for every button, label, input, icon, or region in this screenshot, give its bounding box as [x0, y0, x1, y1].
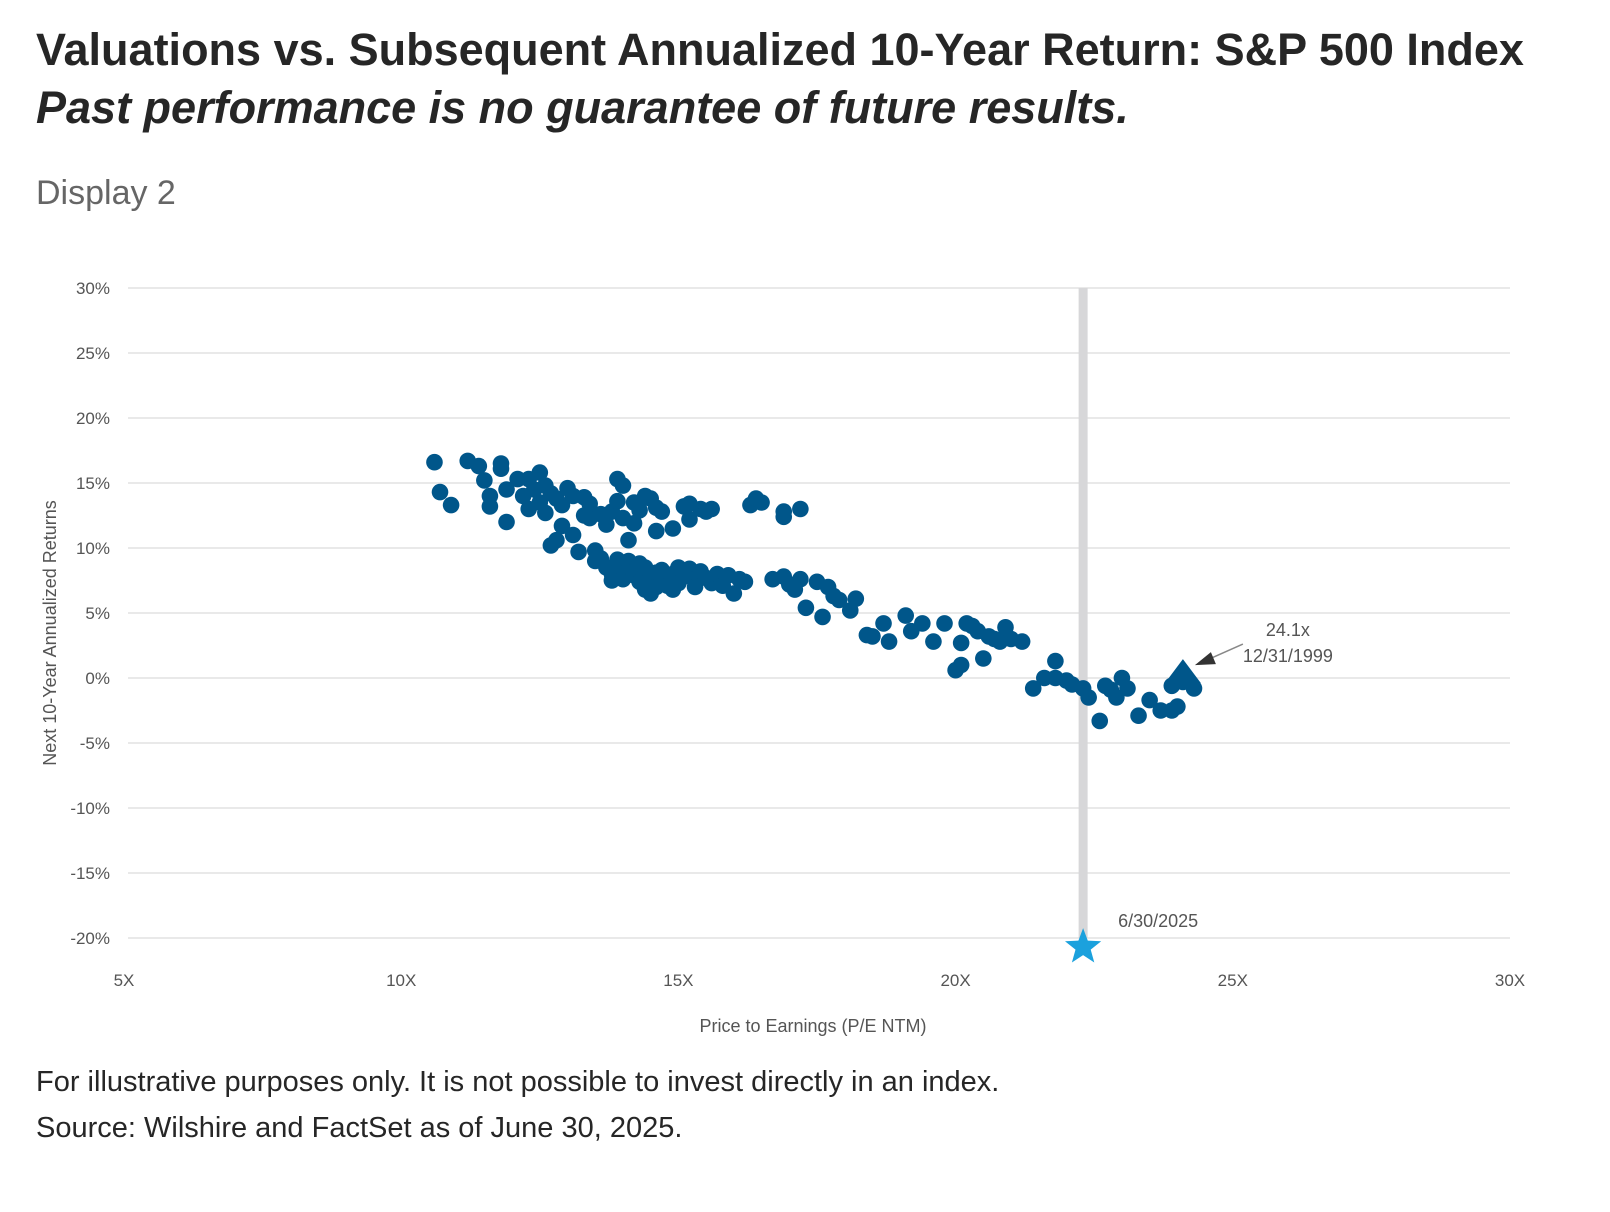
y-tick-label: 0%	[85, 669, 110, 688]
data-point	[1141, 691, 1158, 709]
annotations: 24.1x 12/31/1999 6/30/2025	[1118, 620, 1333, 931]
data-point	[925, 633, 942, 650]
data-point	[1108, 689, 1125, 706]
y-tick-label: 20%	[76, 409, 110, 428]
data-point	[686, 578, 704, 596]
y-tick-label: -5%	[80, 734, 110, 753]
data-point	[531, 464, 549, 481]
annotation-pe-value: 24.1x	[1266, 620, 1310, 640]
data-point	[952, 656, 970, 674]
footnote-source: Source: Wilshire and FactSet as of June …	[36, 1112, 683, 1144]
data-point	[1169, 698, 1186, 715]
data-point	[426, 453, 443, 471]
data-point	[442, 496, 460, 514]
triangle-marker-1999	[1164, 659, 1201, 684]
x-tick-label: 15X	[663, 971, 693, 990]
data-point	[492, 460, 510, 477]
data-point	[1091, 712, 1109, 730]
data-point	[1119, 680, 1136, 697]
data-point	[952, 634, 970, 652]
data-point	[1080, 689, 1097, 706]
data-point	[880, 633, 898, 650]
data-point	[725, 585, 743, 602]
data-point	[664, 520, 682, 537]
data-point	[797, 599, 815, 617]
data-points	[426, 452, 1203, 963]
star-marker-2025	[1065, 928, 1102, 963]
x-axis-ticks: 5X 10X 15X 20X 25X 30X	[114, 971, 1526, 990]
data-point	[498, 513, 515, 531]
data-point	[647, 522, 665, 540]
y-tick-label: 5%	[85, 604, 110, 623]
y-axis-ticks: 30% 25% 20% 15% 10% 5% 0% -5% -10% -15% -20%	[70, 279, 110, 948]
y-tick-label: -10%	[70, 799, 110, 818]
data-point	[814, 608, 831, 626]
data-point	[897, 607, 915, 624]
scatter-chart: 30% 25% 20% 15% 10% 5% 0% -5% -10% -15% -20% 5X 10X…	[40, 279, 1526, 1036]
data-point	[875, 615, 892, 632]
data-point	[703, 500, 720, 518]
data-point	[564, 526, 582, 544]
y-tick-label: 25%	[76, 344, 110, 363]
chart-title: Valuations vs. Subsequent Annualized 10-…	[36, 24, 1524, 75]
y-tick-label: -15%	[70, 864, 110, 883]
data-point	[470, 457, 488, 475]
data-point	[736, 573, 754, 591]
data-point	[631, 502, 648, 519]
chart-disclaimer: Past performance is no guarantee of futu…	[36, 82, 1129, 133]
data-point	[975, 650, 992, 667]
data-point	[609, 492, 626, 510]
data-point	[614, 477, 632, 494]
data-point	[476, 472, 493, 489]
footnote-note: For illustrative purposes only. It is no…	[36, 1066, 1000, 1098]
data-point	[847, 590, 865, 607]
data-point	[1047, 652, 1064, 670]
data-point	[553, 496, 571, 514]
data-point	[1130, 707, 1147, 724]
x-tick-label: 25X	[1218, 971, 1248, 990]
data-point	[625, 515, 643, 532]
y-tick-label: 10%	[76, 539, 110, 558]
data-point	[864, 628, 881, 645]
x-tick-label: 5X	[114, 971, 135, 990]
data-point	[581, 495, 598, 513]
data-point	[1013, 633, 1031, 650]
data-point	[553, 517, 571, 535]
data-point	[1024, 680, 1042, 697]
data-point	[498, 481, 515, 498]
data-point	[681, 511, 698, 528]
x-tick-label: 10X	[386, 971, 416, 990]
data-point	[936, 615, 953, 632]
y-tick-label: -20%	[70, 929, 110, 948]
data-point	[548, 531, 565, 549]
x-tick-label: 30X	[1495, 971, 1525, 990]
annotation-date-2025: 6/30/2025	[1118, 911, 1198, 931]
x-tick-label: 20X	[940, 971, 970, 990]
annotation-arrow-head	[1194, 652, 1216, 666]
data-point	[753, 494, 770, 511]
data-point	[431, 483, 449, 501]
display-label: Display 2	[36, 174, 176, 212]
data-point	[792, 500, 809, 518]
data-point	[792, 570, 809, 588]
x-axis-title: Price to Earnings (P/E NTM)	[699, 1016, 926, 1036]
data-point	[481, 498, 499, 515]
data-point	[830, 591, 848, 609]
data-point	[653, 503, 671, 520]
y-axis-title: Next 10-Year Annualized Returns	[40, 500, 60, 766]
annotation-date-1999: 12/31/1999	[1243, 646, 1333, 666]
data-point	[537, 504, 554, 522]
data-point	[570, 543, 587, 561]
y-tick-label: 15%	[76, 474, 110, 493]
data-point	[775, 508, 793, 526]
data-point	[914, 615, 931, 632]
y-tick-label: 30%	[76, 279, 110, 298]
data-point	[1185, 680, 1203, 697]
data-point	[620, 531, 637, 549]
data-point	[598, 516, 615, 533]
